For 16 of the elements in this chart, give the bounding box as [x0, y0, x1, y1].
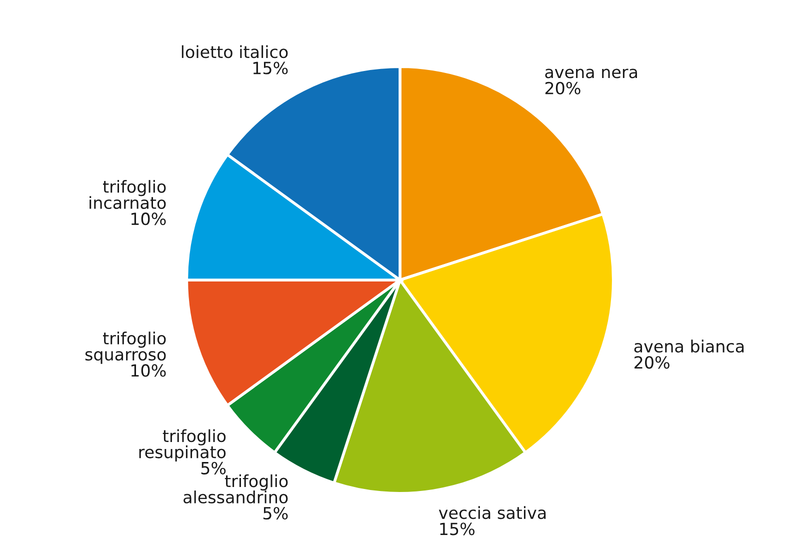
slice-label: trifoglio alessandrino: [184, 474, 288, 504]
slice-label: avena nera: [545, 68, 637, 78]
data-label: 10%: [131, 212, 166, 226]
data-label: 15%: [440, 522, 475, 536]
slice-label: veccia sativa: [438, 506, 546, 520]
slice-label: avena bianca: [634, 340, 744, 353]
data-label: 15%: [253, 62, 288, 74]
slice-label: trifoglio incarnato: [90, 180, 166, 210]
data-label: 5%: [263, 506, 288, 520]
data-label: 5%: [201, 462, 226, 474]
data-label: 20%: [634, 356, 670, 369]
data-label: 20%: [545, 82, 580, 94]
data-label: 10%: [131, 364, 166, 377]
slice-label: loietto italico: [182, 45, 288, 58]
slice-label: trifoglio resupinato: [139, 429, 226, 462]
slice-label: trifoglio squarroso: [85, 332, 166, 364]
